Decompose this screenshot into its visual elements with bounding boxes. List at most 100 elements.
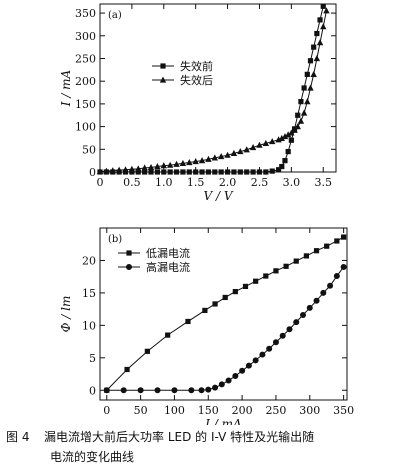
panel-b-series-1-point [334,238,340,244]
panel-b-x-tick-label: 300 [299,404,320,417]
panel-a-series-2-point [109,167,116,174]
panel-a-series-1-point [224,169,231,175]
panel-a-plot-frame [99,3,337,173]
panel-b-series-2-point [340,263,347,270]
panel-a-series-2-point [310,70,317,77]
panel-a-series-1-point [307,58,314,64]
panel-b-y-tick-label: 15 [82,287,96,300]
panel-a-series-2-point [304,98,311,105]
caption-line-2: 电流的变化曲线 [50,450,135,464]
panel-a-series-2-point [307,84,314,91]
panel-a-series-1-point [301,85,307,91]
panel-a-series-1-point [275,167,282,173]
panel-a-series-1-line [100,6,324,173]
panel-b-series-2-point [327,282,334,289]
panel-b-x-tick-label: 50 [134,404,148,417]
panel-b-series-2-point [232,372,239,379]
panel-b-x-tick-label: 350 [333,404,354,417]
panel-a-series-2-point [179,159,187,166]
panel-a-series-1-point [199,169,205,175]
panel-a-series-2-point [211,154,219,161]
panel-a-series-2-point [147,163,155,171]
panel-a-y-tick-label: 100 [75,121,96,134]
panel-b-series-2-point [205,386,212,393]
panel-a-x-tick-label: 0 [97,176,104,189]
panel-a-series-1-point [244,169,250,175]
panel-a-series-2-point [205,155,212,162]
panel-a-series-2-point [115,166,123,173]
panel-a-series-1-point [173,169,180,175]
panel-a-series-1-point [279,163,285,170]
panel-a-series-2-point [291,126,298,133]
panel-a-x-tick-label: 2.5 [251,176,269,189]
panel-a-y-tick-label: 0 [89,166,96,179]
panel-a-series-2-point [141,164,148,171]
panel-a-series-1-point [180,169,186,175]
panel-a-series-2-point [313,54,321,62]
panel-b-label: (b) [108,234,122,245]
panel-a-series-2-point [316,39,324,46]
panel-b-x-tick-label: 100 [164,404,185,417]
panel-a-series-1-point [304,71,310,77]
panel-a-series-2-point [96,168,104,175]
panel-a-series-1-point [263,169,269,175]
panel-a-y-tick-label: 300 [75,30,96,43]
panel-a-series-1-point [256,169,263,175]
panel-a-series-2-point [186,158,193,166]
panel-b-series-2-point [239,367,246,374]
panel-a-series-2-point [249,143,257,151]
panel-a-y-tick-label: 150 [75,98,96,111]
panel-a-series-1-point [295,112,301,118]
panel-b-series-1-point [165,332,171,338]
panel-a-series-1-point [250,169,256,175]
panel-a-series-1-point [193,169,199,175]
panel-b-series-2-point [279,332,286,339]
panel-b-y-tick-label: 5 [89,352,96,365]
panel-a-series-2-point [288,129,295,136]
panel-b-series-2-point [266,345,273,352]
panel-b-series-2-point [120,387,127,394]
panel-b-series-1-point [144,348,150,354]
panel-a-series-2-point [198,157,206,164]
panel-a-series-1-point [142,169,148,175]
panel-b-series-2-point [225,377,232,384]
panel-b-series-1-point [212,301,218,307]
panel-a-series-2-point [281,133,289,140]
panel-b-series-2-point [286,326,293,333]
panel-a-legend-marker [159,76,167,83]
panel-a-series-2-point [278,134,285,141]
panel-b-y-tick-label: 20 [82,254,96,267]
panel-b-y-axis-label: Φ / lm [59,296,73,333]
panel-a-series-2-point [269,138,276,145]
panel-a-series-2-point [230,149,238,156]
panel-a-series-1-point [205,169,212,175]
panel-b-series-1-point [273,268,279,274]
panel-a-series-1-point [269,168,275,174]
panel-a-series-2-point [323,7,330,14]
panel-b-series-1-point [293,258,299,264]
panel-a-series-2-point [154,163,161,170]
panel-a-series-1-point [186,169,192,175]
panel-b-legend-label: 低漏电流 [146,246,190,260]
panel-a-series-1-point [154,169,161,175]
panel-a-series-2-point [135,165,142,172]
panel-a-x-tick-label: 3.5 [314,176,332,189]
panel-a-series-2-point [297,117,305,124]
panel-b-series-2-point [293,319,300,326]
panel-a-series-1-point [167,169,173,175]
panel-a-series-2-point [160,162,167,169]
panel-b-series-2-point [245,362,252,369]
caption-line-1: 漏电流增大前后大功率 LED 的 I-V 特性及光输出随 [44,430,315,444]
panel-a-series-2-point [262,139,270,146]
panel-a-series-2-point [320,23,327,30]
panel-a-series-1-point [218,169,224,175]
panel-b-series-2-point [103,387,110,394]
panel-a-series-2-point [192,158,199,165]
panel-b-series-1-point [124,366,130,373]
panel-a-series-1-point [282,158,288,164]
panel-a-series-2-point [294,123,301,130]
panel-a-x-tick-label: 1.0 [155,176,173,189]
panel-a-series-1-point [320,3,326,9]
figure-caption: 图 4 漏电流增大前后大功率 LED 的 I-V 特性及光输出随 电流的变化曲线 [6,427,398,467]
panel-b-series-2-point [313,297,320,304]
